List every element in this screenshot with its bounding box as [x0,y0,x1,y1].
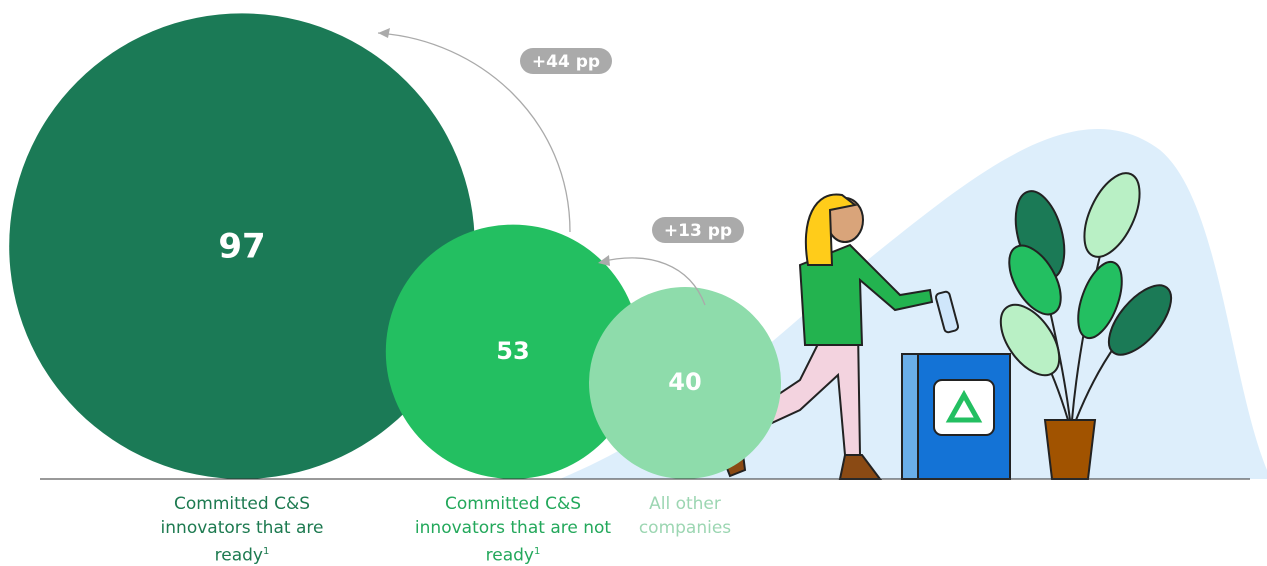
value-label: 53 [496,337,529,365]
annotation: +44 pp [532,52,600,72]
footnote-mark: 1 [534,546,540,557]
annotation: +13 pp [664,221,732,241]
recycling-bin [902,354,1010,479]
value-label: 97 [218,227,265,267]
arrowhead [378,28,390,38]
value-label: 40 [668,368,701,396]
footnote-mark: 1 [263,546,269,557]
category-text: All other companies [639,494,731,538]
category-label: Committed C&S innovators that are not re… [413,492,613,566]
category-label: Committed C&S innovators that are ready1 [157,492,327,566]
category-text: Committed C&S innovators that are not re… [415,494,611,566]
category-text: Committed C&S innovators that are ready [161,494,324,566]
category-label: All other companies [625,492,745,540]
